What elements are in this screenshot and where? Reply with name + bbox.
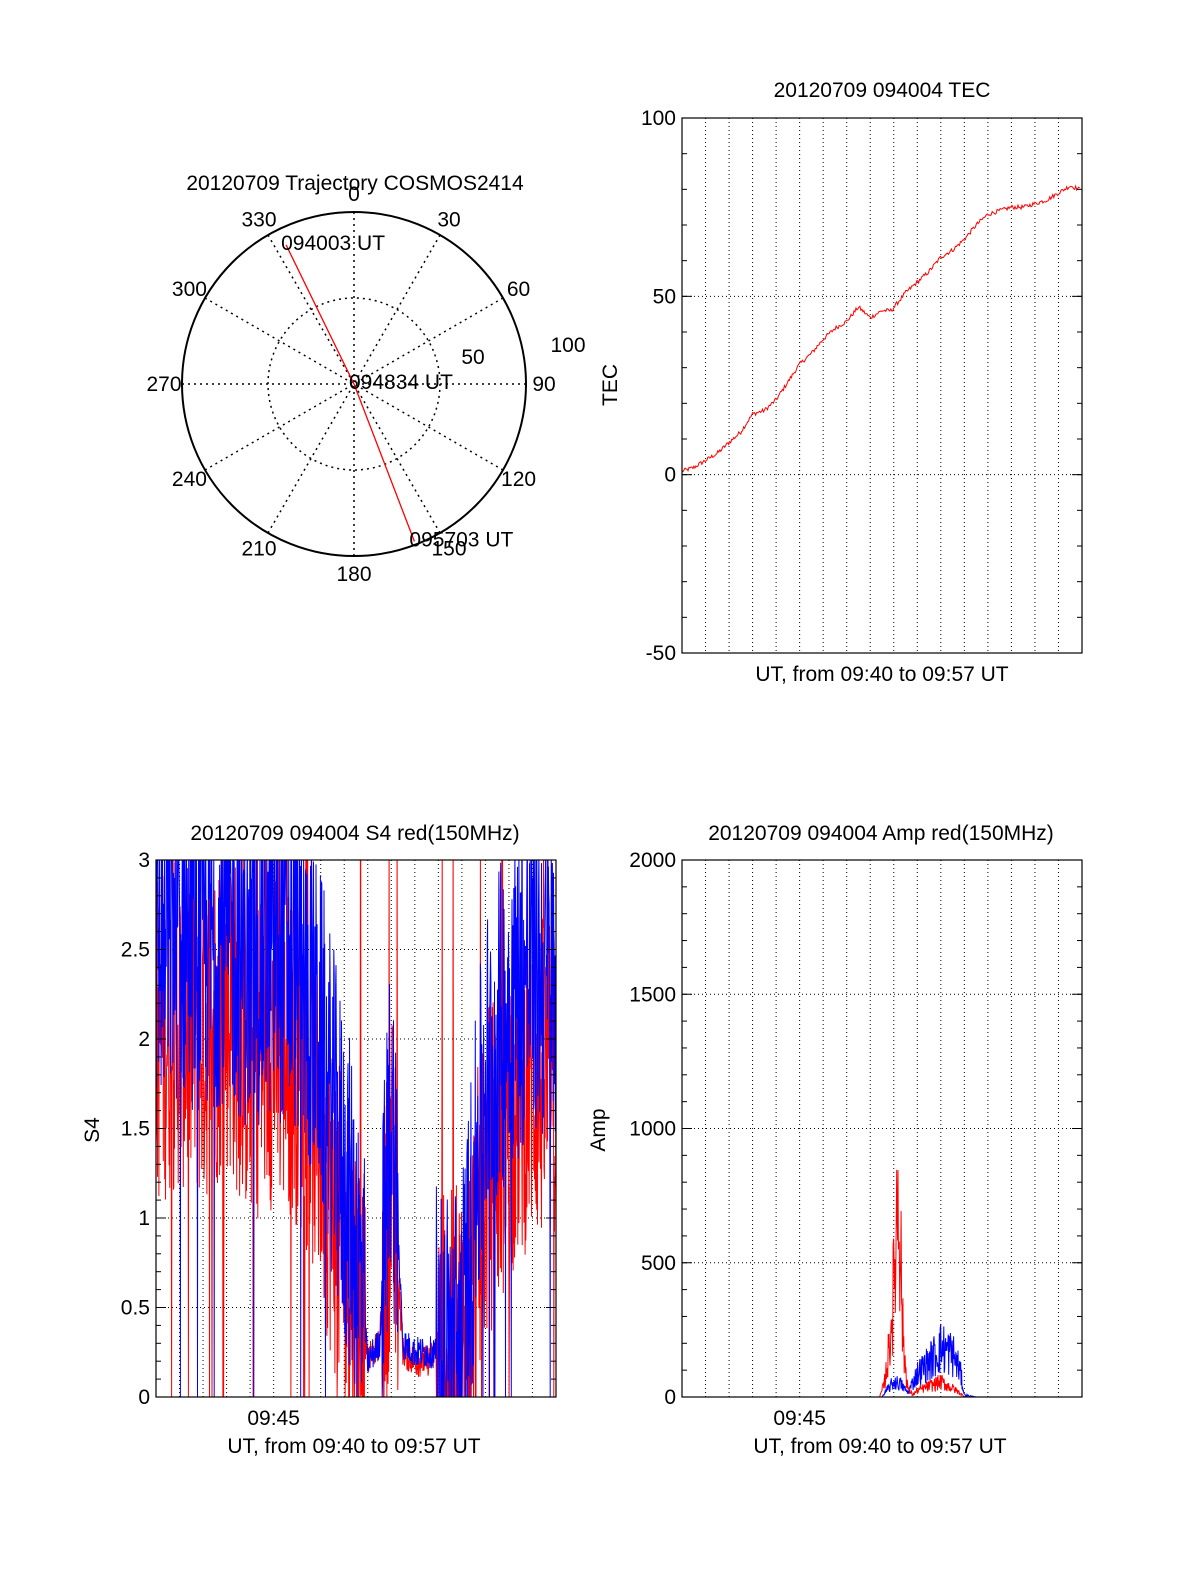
y-tick-label: 0 [664,1386,676,1409]
polar-azimuth-label: 150 [431,538,466,561]
amp-ylabel: Amp [587,1108,610,1151]
polar-trajectory: 094003 UT 094834 UT 095703 UT [281,232,513,551]
y-tick-label: 2000 [629,849,676,872]
polar-radius-label: 100 [550,334,585,357]
tec-grid [682,118,1082,653]
trajectory-line [285,244,416,542]
polar-azimuth-label: 0 [348,183,360,206]
trajectory-time-label: 094003 UT [281,232,385,255]
trajectory-time-label: 095703 UT [409,528,513,551]
amp-xlabel: UT, from 09:40 to 09:57 UT [753,1435,1006,1458]
s4-series-line-blue [156,860,556,1397]
amp-ticks: 2000 1500 1000 500 0 09:45 [629,849,1082,1430]
s4-title: 20120709 094004 S4 red(150MHz) [190,822,519,845]
polar-title: 20120709 Trajectory COSMOS2414 [186,172,524,195]
y-tick-label: 2 [138,1028,150,1051]
polar-grid [181,211,527,557]
polar-radius-label: 50 [461,346,484,369]
s4-ticks: 3 2.5 2 1.5 1 0.5 0 09:45 [121,849,556,1430]
amp-grid [682,860,1082,1397]
y-tick-label: 500 [641,1252,676,1275]
polar-azimuth-label: 120 [501,468,536,491]
x-tick-label: 09:45 [247,1407,300,1430]
y-tick-label: 50 [653,285,676,308]
polar-chart: 20120709 Trajectory COSMOS2414 0 30 60 90 12… [146,172,585,586]
polar-azimuth-label: 300 [172,278,207,301]
y-tick-label: 1 [138,1207,150,1230]
y-tick-label: 1500 [629,983,676,1006]
tec-plot-frame [681,117,1083,654]
y-tick-label: 100 [641,107,676,130]
s4-xlabel: UT, from 09:40 to 09:57 UT [227,1435,480,1458]
tec-xlabel: UT, from 09:40 to 09:57 UT [755,663,1008,686]
polar-azimuth-label: 180 [336,563,371,586]
y-tick-label: 2.5 [121,939,150,962]
x-tick-label: 09:45 [773,1407,826,1430]
y-tick-label: 0 [664,464,676,487]
tec-series [681,184,1080,473]
y-tick-label: 3 [138,849,150,872]
amp-chart: 20120709 094004 Amp red(150MHz) 2000 1500… [587,822,1083,1458]
s4-series [156,860,556,1397]
polar-azimuth-label: 330 [241,208,276,231]
polar-azimuth-label: 60 [507,278,530,301]
tec-chart: 20120709 094004 TEC 100 50 0 -50 UT, from 0… [599,79,1083,686]
polar-labels: 0 30 60 90 120 150 180 210 240 270 300 330 50 100 [146,183,585,586]
tec-ylabel: TEC [599,364,622,406]
polar-azimuth-label: 270 [146,373,181,396]
s4-chart: 20120709 094004 S4 red(150MHz) 3 2.5 2 1.5 1… [81,822,557,1458]
tec-ticks: 100 50 0 -50 [641,107,1082,665]
polar-azimuth-label: 240 [172,468,207,491]
s4-ylabel: S4 [81,1117,104,1143]
polar-azimuth-label: 90 [532,373,555,396]
polar-azimuth-label: 30 [437,208,460,231]
y-tick-label: 0.5 [121,1297,150,1320]
tec-series-line [681,184,1080,473]
polar-azimuth-label: 210 [241,538,276,561]
amp-title: 20120709 094004 Amp red(150MHz) [708,822,1054,845]
tec-title: 20120709 094004 TEC [774,79,991,102]
y-tick-label: -50 [646,642,676,665]
y-tick-label: 1000 [629,1118,676,1141]
y-tick-label: 1.5 [121,1118,150,1141]
y-tick-label: 0 [138,1386,150,1409]
trajectory-time-label: 094834 UT [349,371,453,394]
